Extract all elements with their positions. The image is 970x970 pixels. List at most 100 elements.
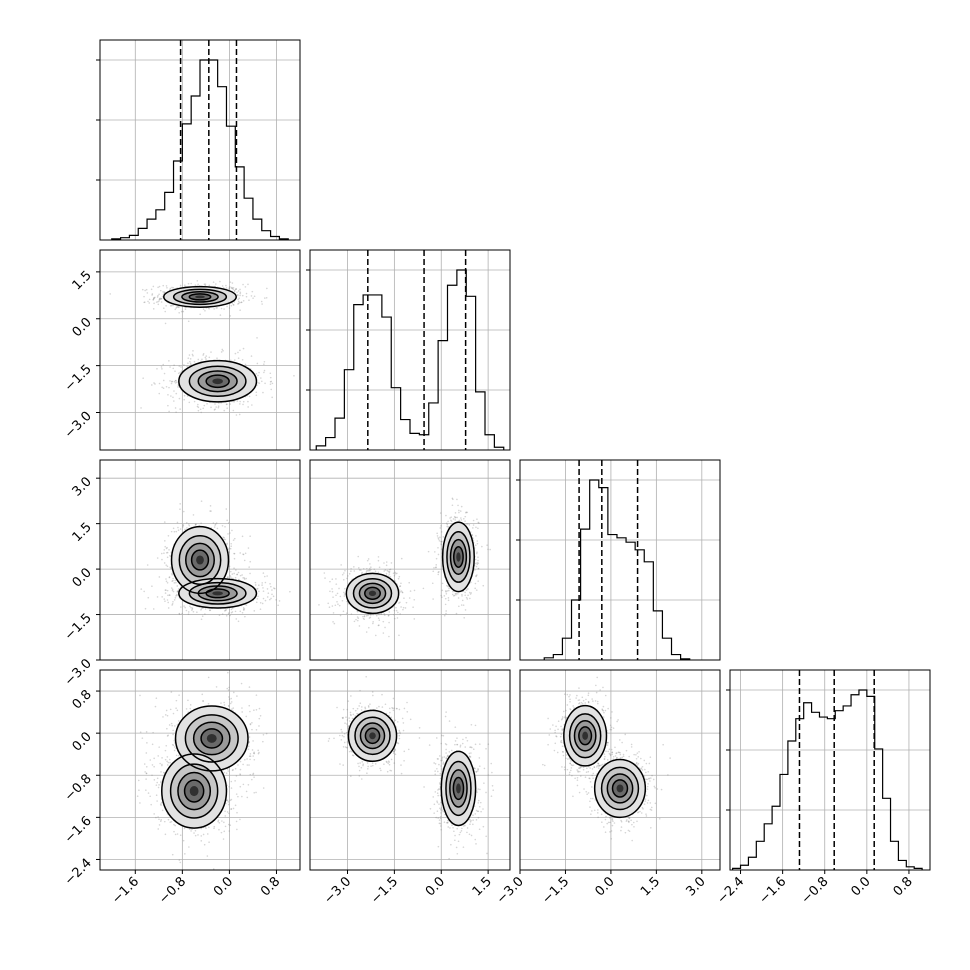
scatter-point <box>240 301 243 304</box>
scatter-point <box>167 601 170 604</box>
scatter-point <box>162 716 164 718</box>
scatter-point <box>396 617 399 619</box>
scatter-point <box>271 396 273 399</box>
scatter-point <box>152 285 155 288</box>
scatter-point <box>265 732 268 735</box>
density-level <box>212 378 223 385</box>
scatter-point <box>472 524 475 526</box>
scatter-point <box>158 746 160 748</box>
scatter-point <box>445 522 448 525</box>
scatter-point <box>170 587 173 589</box>
scatter-point <box>378 619 381 621</box>
scatter-point <box>202 700 205 702</box>
scatter-point <box>212 281 215 283</box>
scatter-point <box>163 291 166 293</box>
scatter-point <box>229 574 231 577</box>
scatter-point <box>353 570 356 572</box>
scatter-point <box>258 382 261 385</box>
scatter-point <box>384 626 386 629</box>
scatter-point <box>161 295 164 298</box>
scatter-point <box>472 527 474 529</box>
panel-frame <box>99 459 301 661</box>
scatter-point <box>388 621 390 624</box>
scatter-point <box>187 611 190 613</box>
scatter-point <box>227 612 230 614</box>
scatter-point <box>203 283 206 286</box>
scatter-point <box>166 727 168 730</box>
scatter-point <box>369 567 371 570</box>
density-level <box>195 295 205 299</box>
scatter-point <box>235 569 237 571</box>
scatter-point <box>248 299 250 302</box>
scatter-point <box>436 535 439 537</box>
scatter-point <box>175 530 178 533</box>
scatter-point <box>337 603 339 605</box>
scatter-point <box>162 379 165 382</box>
scatter-point <box>177 754 180 757</box>
scatter-point <box>440 543 443 545</box>
scatter-point <box>189 362 192 365</box>
scatter-point <box>227 704 230 707</box>
scatter-point <box>365 570 368 572</box>
scatter-point <box>177 590 179 593</box>
scatter-point <box>437 537 439 539</box>
scatter-point <box>456 516 458 519</box>
scatter-point <box>201 358 203 361</box>
scatter-point <box>378 566 381 569</box>
scatter-point <box>239 291 242 294</box>
scatter-point <box>189 358 192 360</box>
scatter-point <box>455 593 457 596</box>
scatter-point <box>249 710 251 713</box>
scatter-point <box>432 570 435 573</box>
scatter-point <box>175 707 177 710</box>
scatter-point <box>363 615 366 618</box>
scatter-point <box>144 289 146 292</box>
scatter-point <box>368 617 371 619</box>
scatter-point <box>262 597 265 600</box>
scatter-point <box>174 308 177 311</box>
scatter-point <box>180 310 183 313</box>
scatter-point <box>158 576 161 578</box>
scatter-point <box>162 387 165 390</box>
scatter-point <box>232 577 234 580</box>
scatter-point <box>186 527 188 529</box>
scatter-point <box>242 607 245 609</box>
scatter-point <box>347 602 350 605</box>
scatter-point <box>401 591 404 594</box>
scatter-point <box>186 395 189 397</box>
scatter-point <box>395 609 398 612</box>
scatter-point <box>447 585 449 588</box>
scatter-point <box>227 613 230 615</box>
scatter-point <box>422 587 425 590</box>
scatter-point <box>145 288 148 291</box>
scatter-point <box>175 581 177 584</box>
scatter-point <box>231 302 234 304</box>
scatter-point <box>253 752 256 755</box>
grid-lines <box>519 460 703 660</box>
scatter-point <box>392 572 395 575</box>
scatter-point <box>175 379 177 382</box>
scatter-point <box>151 294 153 296</box>
scatter-point <box>178 612 181 615</box>
scatter-point <box>243 578 246 580</box>
scatter-point <box>197 409 200 412</box>
histogram-step <box>111 59 289 240</box>
scatter-point <box>234 352 237 355</box>
scatter-point <box>443 614 446 617</box>
density-level <box>368 590 377 597</box>
scatter-point <box>239 309 241 311</box>
scatter-point <box>388 635 390 638</box>
scatter-point <box>244 758 246 761</box>
scatter-point <box>170 382 173 385</box>
scatter-point <box>239 760 242 763</box>
scatter-point <box>353 566 355 568</box>
scatter-point <box>394 572 397 575</box>
scatter-point <box>179 528 182 530</box>
scatter-point <box>335 594 337 597</box>
scatter-point <box>441 596 443 599</box>
scatter-point <box>263 575 266 578</box>
scatter-point <box>457 504 459 507</box>
histogram-panel-3: −2.4 −1.6 −0.8 0.0 0.8 <box>714 669 931 907</box>
scatter-point <box>228 307 231 309</box>
grid-lines <box>310 460 510 661</box>
